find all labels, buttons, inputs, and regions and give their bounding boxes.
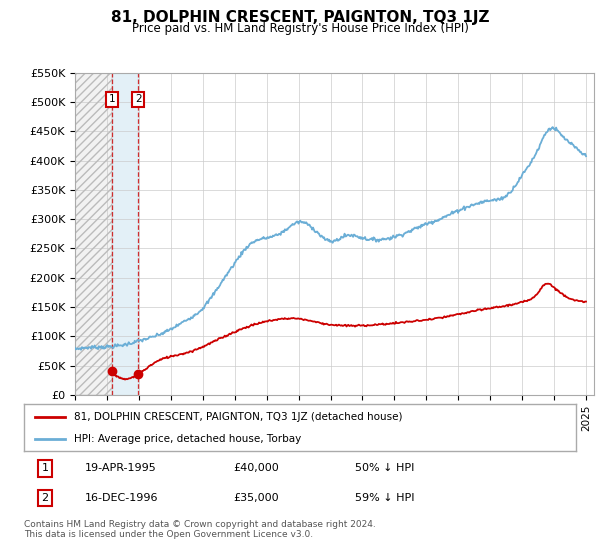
- Text: 50% ↓ HPI: 50% ↓ HPI: [355, 463, 415, 473]
- Text: 59% ↓ HPI: 59% ↓ HPI: [355, 493, 415, 503]
- Bar: [75, 73, 112, 395]
- Text: 81, DOLPHIN CRESCENT, PAIGNTON, TQ3 1JZ: 81, DOLPHIN CRESCENT, PAIGNTON, TQ3 1JZ: [111, 10, 489, 25]
- Text: £40,000: £40,000: [234, 463, 280, 473]
- Text: 2: 2: [41, 493, 49, 503]
- Text: 19-APR-1995: 19-APR-1995: [85, 463, 157, 473]
- Bar: [112, 73, 138, 395]
- Text: 1: 1: [41, 463, 49, 473]
- Text: 16-DEC-1996: 16-DEC-1996: [85, 493, 158, 503]
- Text: Price paid vs. HM Land Registry's House Price Index (HPI): Price paid vs. HM Land Registry's House …: [131, 22, 469, 35]
- Text: 2: 2: [135, 94, 142, 104]
- Bar: [75, 73, 112, 395]
- Text: HPI: Average price, detached house, Torbay: HPI: Average price, detached house, Torb…: [74, 433, 301, 444]
- Text: 1: 1: [109, 94, 115, 104]
- Text: £35,000: £35,000: [234, 493, 280, 503]
- Text: 81, DOLPHIN CRESCENT, PAIGNTON, TQ3 1JZ (detached house): 81, DOLPHIN CRESCENT, PAIGNTON, TQ3 1JZ …: [74, 412, 402, 422]
- Text: Contains HM Land Registry data © Crown copyright and database right 2024.
This d: Contains HM Land Registry data © Crown c…: [24, 520, 376, 539]
